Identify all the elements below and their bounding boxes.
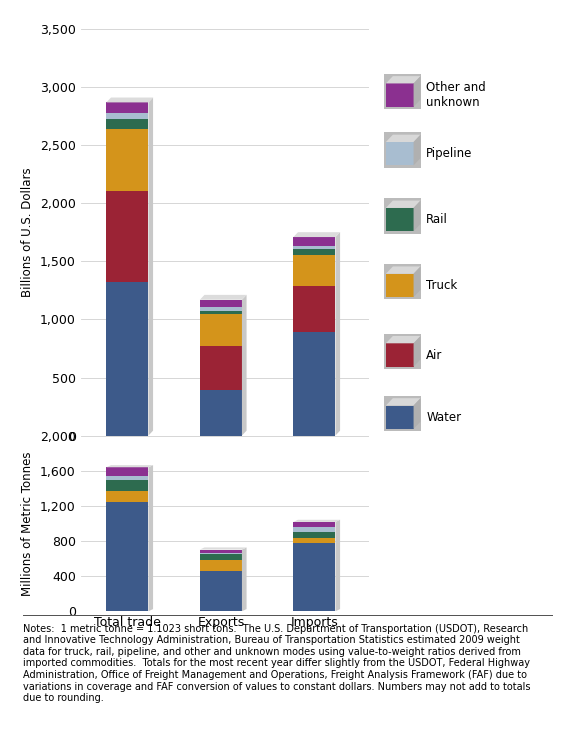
Bar [200,571,242,611]
Polygon shape [107,465,153,467]
Bar [107,190,149,283]
Bar [107,102,149,113]
Polygon shape [200,295,247,299]
Bar [107,113,149,119]
Polygon shape [293,232,340,237]
Polygon shape [107,97,153,102]
Polygon shape [386,135,420,142]
Polygon shape [414,76,420,107]
Bar [107,283,149,436]
Bar [293,532,335,538]
Bar [107,119,149,129]
Polygon shape [200,548,247,550]
Bar [293,522,335,527]
Text: Other and
unknown: Other and unknown [426,81,486,109]
Bar [200,560,242,571]
Text: Water: Water [426,411,461,424]
Polygon shape [149,97,153,436]
Y-axis label: Billions of U.S. Dollars: Billions of U.S. Dollars [21,168,35,297]
Bar [200,311,242,314]
Polygon shape [386,201,420,208]
Bar [107,129,149,190]
Text: Air: Air [426,348,442,362]
Bar [107,467,149,476]
Bar [200,553,242,560]
Polygon shape [386,398,420,406]
Polygon shape [386,76,420,83]
Polygon shape [414,266,420,297]
Polygon shape [335,232,340,436]
Bar [293,538,335,543]
Bar [200,314,242,346]
Bar [107,480,149,490]
Bar [293,249,335,255]
Polygon shape [414,135,420,165]
Bar [107,476,149,480]
Polygon shape [386,336,420,343]
Polygon shape [293,520,340,522]
Polygon shape [242,548,247,611]
Polygon shape [414,336,420,367]
Bar [107,490,149,502]
Polygon shape [386,266,420,274]
Polygon shape [335,520,340,611]
Text: Rail: Rail [426,213,448,226]
Bar [293,237,335,246]
Bar [293,332,335,436]
Y-axis label: Millions of Metric Tonnes: Millions of Metric Tonnes [21,451,35,596]
Bar [293,285,335,332]
Bar [200,390,242,436]
Text: Notes:  1 metric tonne = 1.1023 short tons.  The U.S. Department of Transportati: Notes: 1 metric tonne = 1.1023 short ton… [23,624,530,703]
Polygon shape [414,201,420,231]
Bar [200,299,242,307]
Polygon shape [414,398,420,429]
Polygon shape [242,295,247,436]
Bar [107,502,149,611]
Bar [293,543,335,611]
Text: Pipeline: Pipeline [426,147,473,160]
Bar [293,527,335,532]
Bar [293,255,335,285]
Bar [293,246,335,249]
Bar [200,346,242,390]
Bar [200,550,242,553]
Text: Truck: Truck [426,279,457,292]
Bar [200,307,242,311]
Polygon shape [149,465,153,611]
